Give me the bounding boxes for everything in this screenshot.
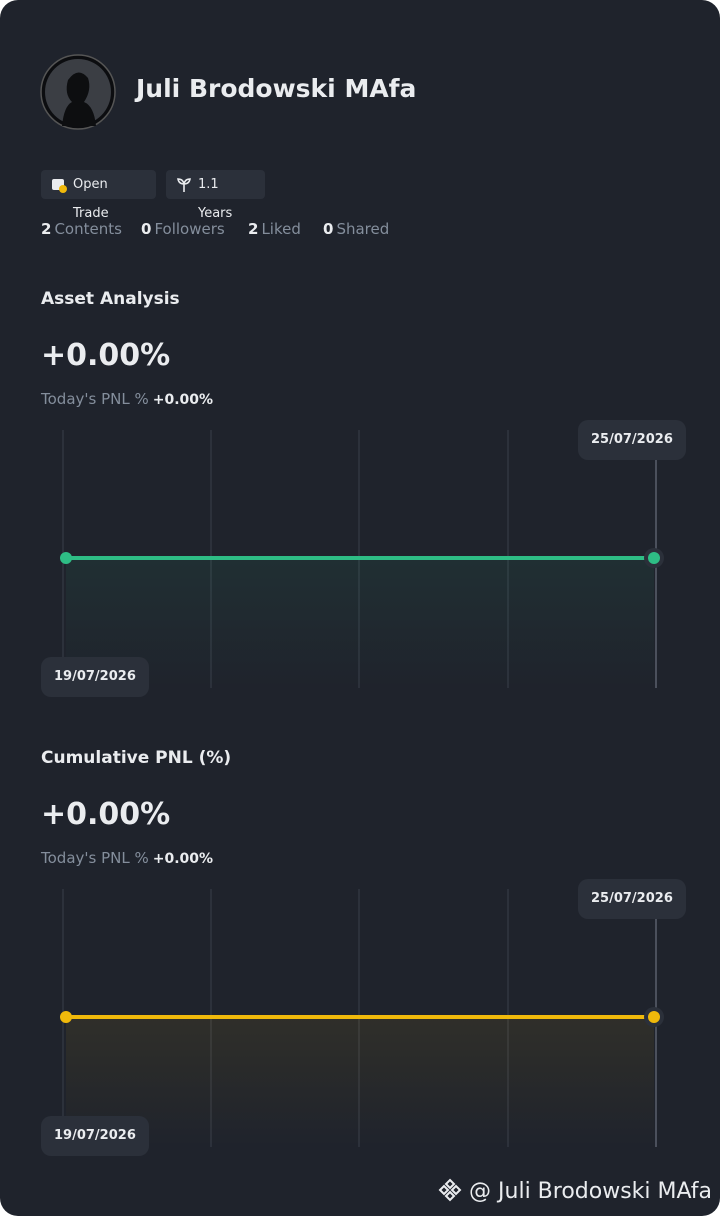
today-pnl: Today's PNL % +0.00%	[41, 849, 213, 867]
section-title: Asset Analysis	[41, 289, 180, 309]
stat-label: Followers	[154, 220, 225, 238]
stat-label: Contents	[54, 220, 122, 238]
badge: Open Trade	[41, 170, 156, 221]
point	[60, 1011, 72, 1023]
stat: 2 Contents	[41, 220, 122, 238]
stat: 0 Followers	[141, 220, 225, 238]
user-name: Juli Brodowski MAfa	[136, 74, 417, 103]
area	[66, 558, 654, 688]
stat-count: 0	[141, 220, 152, 238]
pnl-number: +0.00%	[152, 851, 214, 867]
pnl-value: +0.00%	[41, 338, 171, 373]
avatar	[40, 54, 116, 130]
point	[60, 552, 72, 564]
watermark-text: @ Juli Brodowski MAfa	[469, 1179, 712, 1204]
area	[66, 1017, 654, 1147]
badge: 1.1 Years	[166, 170, 265, 221]
stat-count: 0	[323, 220, 334, 238]
start-date: 19/07/2026	[41, 657, 149, 697]
pnl-value: +0.00%	[41, 797, 171, 832]
stat-label: Shared	[336, 220, 390, 238]
watermark: @ Juli Brodowski MAfa	[438, 1178, 712, 1204]
end-date: 25/07/2026	[578, 879, 686, 919]
start-date: 19/07/2026	[41, 1116, 149, 1156]
section-title: Cumulative PNL (%)	[41, 748, 232, 768]
chart	[60, 889, 664, 1147]
stat: 0 Shared	[323, 220, 389, 238]
stat-count: 2	[41, 220, 52, 238]
pnl-number: +0.00%	[152, 392, 214, 408]
pnl-label: Today's PNL %	[41, 849, 149, 867]
stat-count: 2	[248, 220, 259, 238]
badge-text: 1.1 Years	[198, 177, 233, 221]
end-date: 25/07/2026	[578, 420, 686, 460]
logo	[438, 1178, 462, 1202]
stat-label: Liked	[261, 220, 301, 238]
badge-text: Open Trade	[73, 177, 109, 221]
point	[648, 1011, 660, 1023]
stat: 2 Liked	[248, 220, 301, 238]
pnl-label: Today's PNL %	[41, 390, 149, 408]
point	[648, 552, 660, 564]
chart	[60, 430, 664, 688]
today-pnl: Today's PNL % +0.00%	[41, 390, 213, 408]
